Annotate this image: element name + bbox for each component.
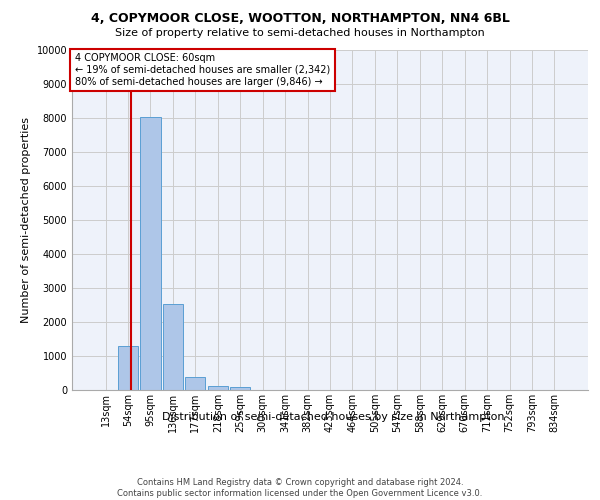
Bar [230,387,250,390]
Text: Size of property relative to semi-detached houses in Northampton: Size of property relative to semi-detach… [115,28,485,38]
Bar [185,377,205,390]
Text: Distribution of semi-detached houses by size in Northampton: Distribution of semi-detached houses by … [162,412,504,422]
Text: 4 COPYMOOR CLOSE: 60sqm
← 19% of semi-detached houses are smaller (2,342)
80% of: 4 COPYMOOR CLOSE: 60sqm ← 19% of semi-de… [74,54,330,86]
Text: Contains HM Land Registry data © Crown copyright and database right 2024.
Contai: Contains HM Land Registry data © Crown c… [118,478,482,498]
Bar [118,346,138,390]
Bar [163,304,183,390]
Bar [208,386,228,390]
Y-axis label: Number of semi-detached properties: Number of semi-detached properties [21,117,31,323]
Bar [140,118,161,390]
Text: 4, COPYMOOR CLOSE, WOOTTON, NORTHAMPTON, NN4 6BL: 4, COPYMOOR CLOSE, WOOTTON, NORTHAMPTON,… [91,12,509,26]
